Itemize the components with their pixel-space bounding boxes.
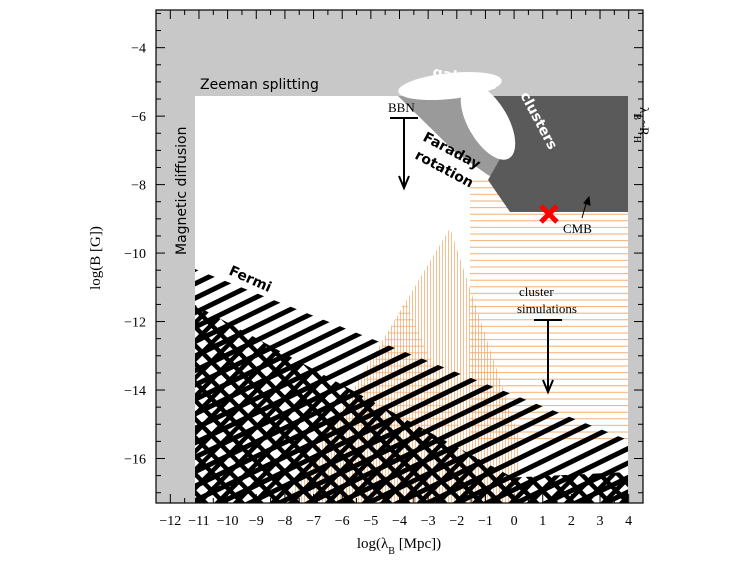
zeeman-label: Zeeman splitting xyxy=(200,77,319,93)
y-tick-label: −8 xyxy=(131,179,146,194)
x-tick-label: −8 xyxy=(277,514,292,529)
cmb-marker xyxy=(539,204,559,224)
x-tick-label: −5 xyxy=(363,514,378,529)
x-tick-label: −12 xyxy=(159,514,181,529)
fermi-cross-strip xyxy=(460,472,628,503)
x-axis-title: log(λB [Mpc]) xyxy=(357,536,441,557)
simulation-region-horizontal xyxy=(470,178,628,440)
magnetic-diffusion-label: Magnetic diffusion xyxy=(174,127,190,255)
y-tick-label: −10 xyxy=(124,247,146,262)
clusters-ellipse xyxy=(460,84,516,160)
x-tick-label: −6 xyxy=(335,514,350,529)
x-tick-label: −7 xyxy=(306,514,321,529)
x-tick-label: 3 xyxy=(597,514,604,529)
cmb-label: CMB xyxy=(563,221,592,236)
x-tick-label: 1 xyxy=(539,514,546,529)
cluster-sim-label-1: cluster xyxy=(519,284,554,299)
x-tick-label: −3 xyxy=(421,514,436,529)
y-tick-labels: −4 −6 −8 −10 −12 −14 −16 xyxy=(124,42,146,468)
x-tick-label: 4 xyxy=(625,514,632,529)
x-tick-label: −4 xyxy=(392,514,407,529)
bbn-label: BBN xyxy=(388,100,415,115)
x-tick-label: −2 xyxy=(449,514,464,529)
horizon-label: λB~RH xyxy=(632,107,653,143)
clusters-region xyxy=(488,96,628,212)
cluster-sim-arrow xyxy=(534,319,562,395)
y-tick-label: −14 xyxy=(124,384,146,399)
fermi-cross-region xyxy=(195,305,560,503)
cluster-sim-label-2: simulations xyxy=(517,301,577,316)
x-tick-label: 0 xyxy=(511,514,518,529)
axis-ticks xyxy=(156,10,643,503)
y-axis-title: log(B [G]) xyxy=(88,226,104,290)
x-tick-label: 2 xyxy=(568,514,575,529)
x-tick-label: −11 xyxy=(188,514,209,529)
bbn-arrow xyxy=(390,117,418,191)
y-tick-label: −4 xyxy=(131,42,146,57)
y-tick-label: −12 xyxy=(124,316,146,331)
x-tick-labels: −12 −11 −10 −9 −8 −7 −6 −5 −4 −3 −2 −1 0 1 2 3 4 xyxy=(159,514,632,529)
y-tick-label: −6 xyxy=(131,110,146,125)
x-tick-label: −10 xyxy=(217,514,239,529)
x-tick-label: −9 xyxy=(249,514,264,529)
x-tick-label: −1 xyxy=(478,514,493,529)
y-tick-label: −16 xyxy=(124,452,146,467)
cmb-pointer xyxy=(581,195,591,219)
